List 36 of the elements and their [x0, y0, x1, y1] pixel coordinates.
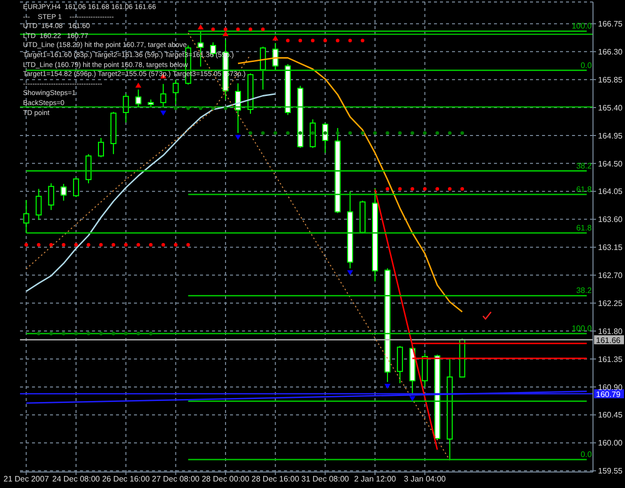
y-tick-label: 162.70 [598, 271, 624, 280]
x-tick-label: 31 Dec 08:00 [301, 474, 350, 484]
ref-line-label: 160.79 [596, 390, 622, 399]
y-tick-label: 166.30 [598, 48, 624, 57]
y-tick-label: 164.05 [598, 187, 624, 196]
y-tick-label: 163.60 [598, 215, 624, 224]
x-tick-label: 28 Dec 16:00 [252, 474, 300, 484]
series-label: 38.2 [576, 161, 592, 170]
y-tick-label: 159.55 [598, 466, 624, 476]
y-tick-label: 160.90 [598, 382, 624, 392]
y-tick-label: 160.45 [598, 410, 624, 420]
y-tick-label: 166.75 [598, 20, 624, 29]
series-label: 38.2 [576, 286, 592, 296]
y-tick-label: 162.25 [598, 298, 624, 308]
series-label: 100.0 [572, 22, 592, 31]
y-tick-label: 163.15 [598, 243, 624, 252]
series-label: 61.8 [576, 184, 592, 194]
y-tick-label: 165.40 [598, 103, 624, 112]
x-tick-label: 28 Dec 00:00 [202, 474, 250, 484]
x-tick-label: 27 Dec 08:00 [152, 474, 200, 484]
series-label: 0.0 [580, 60, 592, 70]
x-tick-label: 26 Dec 16:00 [102, 474, 150, 484]
y-tick-label: 160.00 [598, 438, 624, 448]
x-tick-label: 3 Jan 04:00 [404, 474, 446, 484]
y-tick-label: 164.50 [598, 159, 624, 168]
x-tick-label: 24 Dec 08:00 [52, 474, 100, 484]
series-label: 61.8 [576, 223, 592, 232]
x-tick-label: 21 Dec 2007 [4, 474, 50, 484]
y-tick-label: 165.85 [598, 75, 624, 84]
x-tick-label: 2 Jan 12:00 [354, 474, 396, 484]
y-tick-label: 161.35 [598, 354, 624, 364]
y-tick-label: 164.95 [598, 131, 624, 140]
series-label: 0.0 [580, 450, 592, 460]
ref-line-label: 161.66 [596, 336, 622, 345]
series-label: 100.0 [572, 324, 592, 334]
y-tick-label: 161.80 [598, 326, 624, 336]
